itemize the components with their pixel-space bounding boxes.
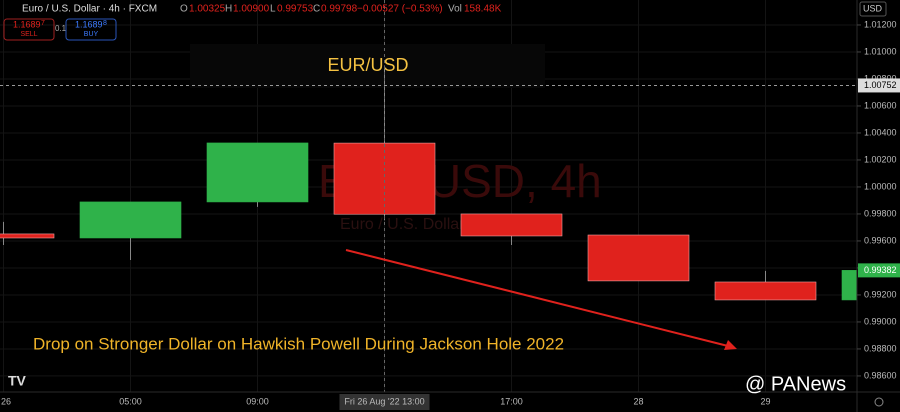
last-price: 0.99382	[864, 265, 897, 275]
y-tick-label: 0.99600	[864, 235, 897, 245]
sell-button[interactable]	[3, 18, 55, 41]
chart-title: EUR/USD	[327, 55, 408, 75]
candle-body	[79, 201, 182, 239]
x-tick-label: Fri 26 Aug '22 13:00	[344, 396, 424, 406]
source: @ PANews	[745, 373, 846, 395]
y-tick-label: 0.99800	[864, 208, 897, 218]
y-tick-label: 0.99000	[864, 316, 897, 326]
grid	[0, 0, 857, 392]
volume: 158.48K	[464, 4, 502, 15]
candle-body	[587, 234, 690, 282]
watermark-sub: Euro / U.S. Dollar	[340, 216, 465, 233]
y-tick-label: 0.98800	[864, 343, 897, 353]
y-tick-label: 1.00600	[864, 100, 897, 110]
axis-labels: 0.986000.988000.990000.992000.994000.996…	[1, 19, 900, 410]
currency[interactable]: USD	[863, 3, 883, 13]
spread: 0.1	[55, 24, 67, 33]
crosshair-price: 1.00752	[864, 80, 897, 90]
x-tick-label: 09:00	[246, 396, 269, 406]
currency-box[interactable]	[859, 1, 887, 17]
price-axis	[857, 0, 900, 412]
title-box	[190, 44, 545, 88]
sell-label[interactable]: SELL	[20, 31, 37, 38]
crosshair-time-box	[339, 394, 430, 410]
x-tick-label: 05:00	[119, 396, 142, 406]
buy-price[interactable]: 1.1689	[75, 19, 103, 29]
ohlc-value: 1.00900	[233, 4, 270, 15]
y-tick-label: 1.00200	[864, 154, 897, 164]
x-tick-label: 17:00	[500, 396, 523, 406]
x-tick-label: 26	[1, 396, 11, 406]
candle-body	[333, 142, 436, 215]
ohlc-value: 0.99798	[321, 4, 358, 15]
sell-price[interactable]: 1.1689	[13, 19, 41, 29]
ohlc-value: 1.00325	[189, 4, 226, 15]
vol-label: Vol	[448, 4, 462, 15]
buy-label[interactable]: BUY	[84, 31, 99, 38]
x-tick-label: 29	[760, 396, 770, 406]
symbol: Euro / U.S. Dollar · 4h · FXCM	[22, 4, 157, 15]
x-tick-label: 28	[633, 396, 643, 406]
buy-pip[interactable]: 8	[103, 20, 107, 27]
ohlc-label: H	[225, 4, 232, 15]
ohlc-label: L	[270, 4, 276, 15]
trend-arrow	[345, 249, 729, 347]
ohlc-label: C	[313, 4, 320, 15]
y-tick-label: 0.98600	[864, 370, 897, 380]
candle-body	[0, 233, 55, 239]
arrow-head	[724, 340, 737, 350]
candles	[0, 0, 900, 392]
header: Euro / U.S. Dollar · 4h · FXCM O 1.00325…	[3, 4, 502, 41]
crosshair-price-box	[858, 78, 900, 93]
candle-body	[714, 281, 817, 301]
buy-button[interactable]	[65, 18, 117, 41]
candle-body	[460, 213, 563, 237]
settings-icon[interactable]	[874, 397, 884, 407]
change: −0.00527 (−0.53%)	[357, 4, 443, 15]
y-tick-label: 1.01000	[864, 46, 897, 56]
ohlc-label: O	[180, 4, 188, 15]
y-tick-label: 1.00800	[864, 73, 897, 83]
y-tick-label: 0.99200	[864, 289, 897, 299]
y-tick-label: 1.00400	[864, 127, 897, 137]
y-tick-label: 1.00000	[864, 181, 897, 191]
candle-body	[206, 142, 309, 203]
sell-pip[interactable]: 7	[41, 20, 45, 27]
tv-logo: TV	[8, 373, 27, 389]
annotation: Drop on Stronger Dollar on Hawkish Powel…	[33, 334, 564, 353]
y-tick-label: 1.01200	[864, 19, 897, 29]
ohlc-value: 0.99753	[277, 4, 314, 15]
last-price-box	[858, 263, 900, 278]
